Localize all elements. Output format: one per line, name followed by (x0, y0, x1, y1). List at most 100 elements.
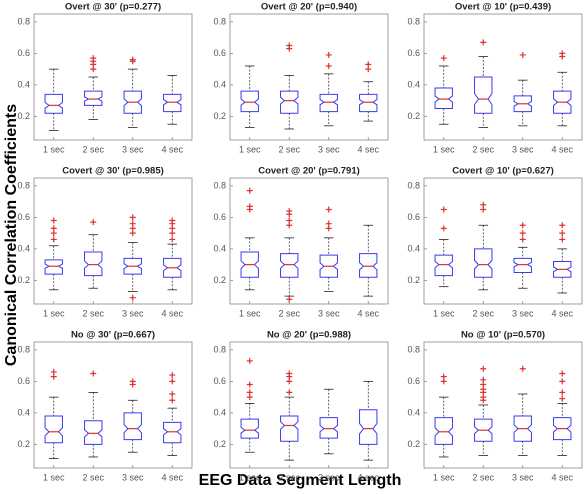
x-tick-label: 3 sec (512, 472, 534, 482)
y-tick-label: 0.8 (17, 16, 30, 26)
outlier (519, 222, 526, 229)
y-tick-label: 0.6 (213, 212, 226, 222)
outlier (519, 51, 526, 58)
outlier (246, 389, 253, 396)
y-tick-label: 0.2 (17, 439, 30, 449)
plot-area (229, 341, 389, 469)
y-tick-label: 0.8 (407, 16, 420, 26)
x-tick-label: 2 sec (82, 472, 104, 482)
y-tick-label: 0.8 (213, 180, 226, 190)
y-tick-label: 0.6 (17, 212, 30, 222)
box (474, 248, 493, 278)
y-tick-label: 0.2 (213, 275, 226, 285)
x-tick-label: 3 sec (318, 472, 340, 482)
box (359, 253, 378, 278)
y-tick-label: 0.2 (17, 275, 30, 285)
box (434, 417, 453, 445)
plot-area (33, 177, 193, 305)
x-tick-label: 1 sec (43, 472, 65, 482)
y-tick-label: 0.2 (213, 111, 226, 121)
panel-title: No @ 20' (p=0.988) (267, 330, 351, 341)
outlier (50, 217, 57, 224)
y-tick-label: 0.2 (407, 439, 420, 449)
x-tick-label: 3 sec (122, 308, 144, 318)
outlier (440, 206, 447, 213)
outlier (559, 222, 566, 229)
box (513, 257, 532, 273)
x-tick-label: 4 sec (161, 472, 183, 482)
outlier (50, 225, 57, 232)
box (163, 93, 182, 113)
plot-area (33, 341, 193, 469)
box (280, 253, 299, 278)
outlier (286, 42, 293, 49)
outlier (129, 220, 136, 227)
y-tick-label: 0.4 (407, 407, 420, 417)
outlier (50, 236, 57, 243)
outlier (480, 365, 487, 372)
y-tick-label: 0.6 (213, 376, 226, 386)
x-tick-label: 1 sec (433, 308, 455, 318)
outlier (286, 217, 293, 224)
x-tick-label: 3 sec (122, 144, 144, 154)
y-tick-label: 0.4 (407, 79, 420, 89)
outlier (519, 365, 526, 372)
box (163, 421, 182, 444)
x-tick-label: 3 sec (512, 308, 534, 318)
x-tick-label: 2 sec (82, 144, 104, 154)
box (84, 420, 103, 445)
outlier (559, 389, 566, 396)
panel-title: No @ 10' (p=0.570) (461, 330, 545, 341)
panel-title: Overt @ 20' (p=0.940) (261, 2, 357, 13)
y-tick-label: 0.4 (213, 243, 226, 253)
outlier (129, 294, 136, 301)
box (123, 412, 142, 441)
outlier (90, 55, 97, 62)
outlier (480, 201, 487, 208)
outlier (440, 225, 447, 232)
box (434, 87, 453, 109)
outlier (559, 395, 566, 402)
x-tick-label: 4 sec (551, 308, 573, 318)
outlier (325, 62, 332, 69)
box (280, 415, 299, 442)
outlier (480, 39, 487, 46)
y-tick-label: 0.6 (407, 376, 420, 386)
x-tick-label: 4 sec (161, 144, 183, 154)
x-tick-label: 2 sec (82, 308, 104, 318)
outlier (246, 357, 253, 364)
x-tick-label: 2 sec (278, 308, 300, 318)
y-tick-label: 0.8 (407, 344, 420, 354)
outlier (559, 370, 566, 377)
outlier (325, 220, 332, 227)
box (319, 93, 338, 113)
outlier (559, 378, 566, 385)
outlier (169, 390, 176, 397)
outlier (246, 381, 253, 388)
x-tick-label: 1 sec (43, 144, 65, 154)
y-tick-label: 0.6 (407, 212, 420, 222)
box (434, 254, 453, 277)
x-tick-label: 4 sec (357, 472, 379, 482)
x-tick-label: 1 sec (239, 144, 261, 154)
outlier (90, 219, 97, 226)
panel-title: Overt @ 10' (p=0.439) (455, 2, 551, 13)
x-tick-label: 1 sec (433, 472, 455, 482)
x-tick-label: 4 sec (161, 308, 183, 318)
box (240, 90, 259, 113)
y-tick-label: 0.2 (213, 439, 226, 449)
outlier (129, 56, 136, 63)
y-tick-label: 0.8 (17, 180, 30, 190)
x-tick-label: 2 sec (278, 144, 300, 154)
plot-area (423, 177, 583, 305)
y-tick-label: 0.6 (213, 48, 226, 58)
outlier (90, 370, 97, 377)
y-tick-label: 0.6 (17, 376, 30, 386)
plot-area (229, 13, 389, 141)
outlier (50, 368, 57, 375)
panel-title: Covert @ 10' (p=0.627) (452, 166, 554, 177)
x-tick-label: 2 sec (472, 308, 494, 318)
box (280, 90, 299, 114)
outlier (286, 208, 293, 215)
x-tick-label: 3 sec (122, 472, 144, 482)
